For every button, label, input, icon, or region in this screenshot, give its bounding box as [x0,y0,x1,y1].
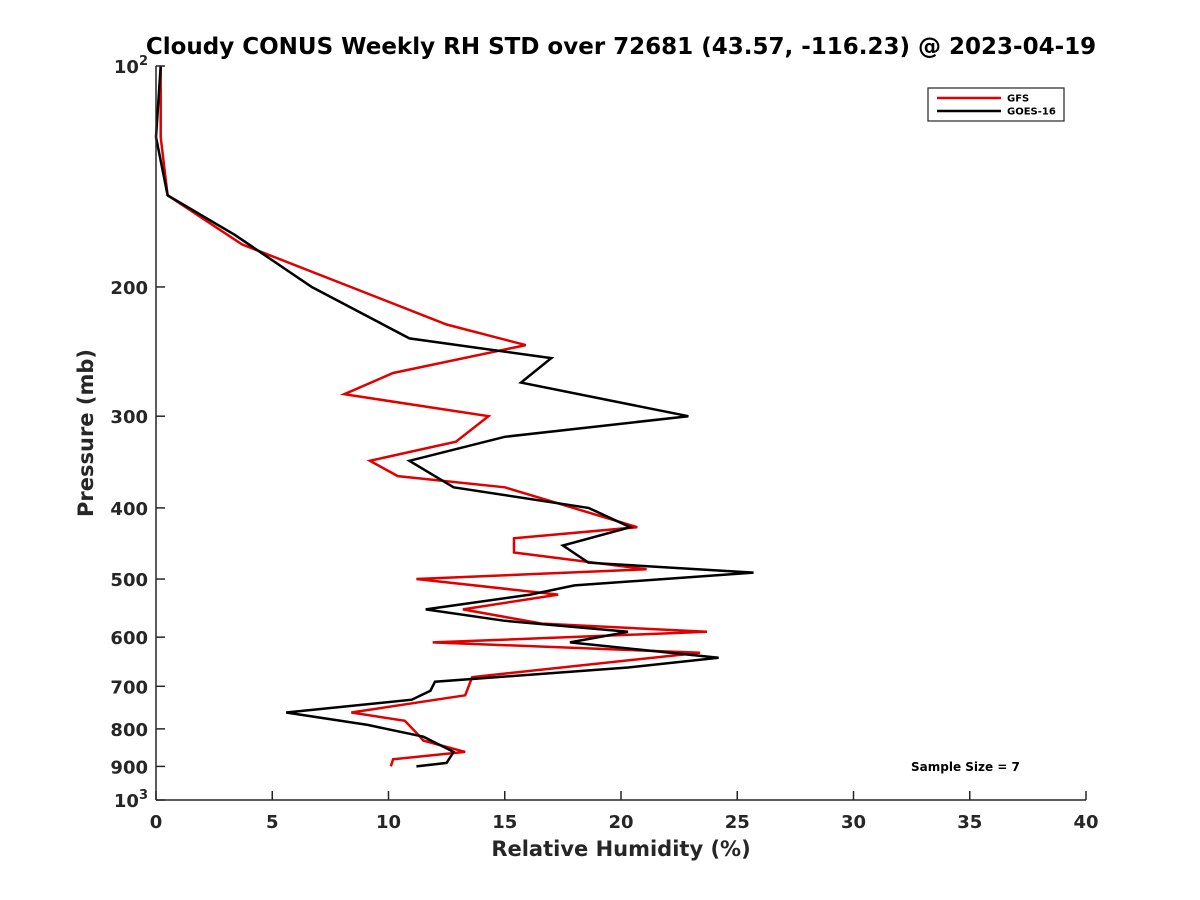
x-tick-label: 25 [725,812,750,833]
y-tick-label: 102 [114,54,148,78]
y-tick-base: 10 [114,57,139,78]
sample-size-annotation: Sample Size = 7 [911,760,1020,774]
x-tick-label: 40 [1073,812,1098,833]
y-tick-exponent: 2 [139,54,148,69]
legend: GFS GOES-16 [927,87,1065,122]
x-axis: 0 5 10 15 20 25 30 35 40 [150,791,1099,833]
x-tick-label: 5 [266,812,279,833]
y-tick-exponent: 3 [139,788,148,803]
y-tick-label: 500 [110,570,148,591]
chart-title: Cloudy CONUS Weekly RH STD over 72681 (4… [146,34,1096,60]
series-line-gfs [159,66,708,767]
y-tick-label: 900 [110,757,148,778]
y-tick-label: 800 [110,720,148,741]
legend-label-goes16: GOES-16 [1007,107,1056,118]
plot-lines [154,65,754,768]
series-line-goes16 [154,65,754,768]
y-tick-label: 400 [110,499,148,520]
x-tick-label: 20 [608,812,633,833]
x-tick-label: 10 [376,812,401,833]
x-axis-label: Relative Humidity (%) [491,837,750,861]
x-tick-label: 15 [492,812,517,833]
x-tick-label: 30 [841,812,866,833]
x-tick-label: 35 [957,812,982,833]
y-tick-label: 103 [114,788,148,812]
y-tick-label: 700 [110,677,148,698]
x-tick-label: 0 [150,812,163,833]
y-tick-label: 200 [110,278,148,299]
legend-box [927,87,1065,122]
y-tick-base: 10 [114,791,139,812]
y-tick-label: 600 [110,628,148,649]
y-tick-label: 300 [110,407,148,428]
x-ticks: 0 5 10 15 20 25 30 35 40 [150,791,1099,833]
legend-label-gfs: GFS [1007,94,1029,105]
y-axis-label: Pressure (mb) [74,349,98,517]
